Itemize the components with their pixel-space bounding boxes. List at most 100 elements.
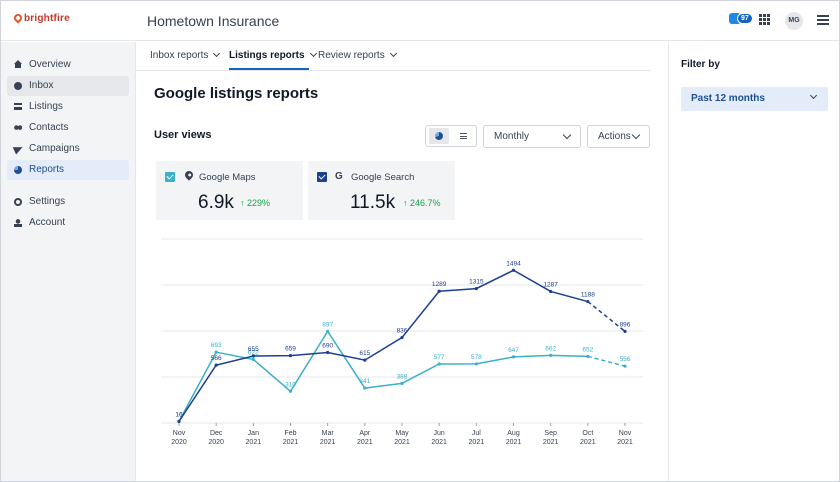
- data-point: [623, 329, 627, 334]
- sidebar-item-label: Reports: [29, 164, 65, 175]
- x-tick-label: 2021: [617, 439, 633, 446]
- x-tick-label: 2021: [246, 439, 262, 446]
- data-label: 622: [248, 349, 259, 356]
- metric-card-google-maps: Google Maps 6.9k ↑ 229%: [156, 161, 303, 220]
- list-view-button[interactable]: [454, 128, 474, 144]
- notifications-button[interactable]: 97: [729, 13, 753, 27]
- user-icon: [14, 219, 22, 227]
- series-line: [178, 329, 588, 422]
- hamburger-menu-icon[interactable]: [817, 15, 829, 25]
- page-title: Google listings reports: [154, 85, 319, 102]
- chevron-down-icon: [562, 130, 572, 140]
- sidebar-item-contacts[interactable]: Contacts: [7, 118, 129, 138]
- data-label: 566: [211, 355, 222, 362]
- x-tick-label: Nov: [173, 430, 186, 437]
- actions-label: Actions: [598, 131, 631, 142]
- tab-label: Inbox reports: [150, 50, 209, 61]
- tab-listings-reports[interactable]: Listings reports: [229, 49, 317, 61]
- chart-view-button[interactable]: [429, 128, 449, 144]
- x-tick-label: Jan: [248, 430, 259, 437]
- x-tick-label: Sep: [544, 430, 557, 437]
- data-point: [586, 354, 590, 358]
- data-point: [251, 354, 255, 358]
- sidebar-item-label: Listings: [29, 101, 63, 112]
- chevron-down-icon: [389, 49, 397, 58]
- data-point: [363, 386, 367, 390]
- data-label: 341: [359, 378, 370, 385]
- avatar[interactable]: MG: [785, 12, 803, 30]
- data-point: [400, 335, 404, 340]
- data-label: 693: [211, 342, 222, 349]
- chevron-down-icon: [309, 49, 317, 58]
- sidebar-item-inbox[interactable]: Inbox: [7, 76, 129, 96]
- data-point: [549, 353, 553, 357]
- sidebar: Overview Inbox Listings Contacts Campaig…: [1, 42, 136, 481]
- x-tick-label: 2021: [394, 439, 410, 446]
- date-range-value: Past 12 months: [691, 93, 765, 104]
- data-point: [326, 329, 330, 333]
- actions-button[interactable]: Actions: [587, 125, 650, 148]
- x-tick-label: 2021: [283, 439, 299, 446]
- data-point: [437, 362, 441, 366]
- chevron-down-icon: [631, 130, 641, 140]
- data-label: 662: [545, 345, 556, 352]
- sidebar-item-account[interactable]: Account: [7, 213, 129, 233]
- brand-logo[interactable]: brightfire: [12, 12, 70, 24]
- sidebar-item-label: Settings: [29, 196, 66, 207]
- x-tick-label: 2021: [357, 439, 373, 446]
- metric-name: Google Search: [351, 172, 415, 183]
- map-pin-icon: [183, 169, 195, 181]
- people-icon: [14, 124, 22, 132]
- period-select[interactable]: Monthly: [483, 125, 581, 148]
- tab-label: Listings reports: [229, 50, 305, 61]
- sidebar-item-campaigns[interactable]: Campaigns: [7, 139, 129, 159]
- x-tick-label: 2021: [580, 439, 596, 446]
- x-tick-label: Mar: [322, 430, 335, 437]
- active-tab-indicator: [229, 68, 309, 70]
- metric-name: Google Maps: [199, 172, 256, 183]
- data-point: [586, 299, 590, 304]
- sidebar-item-settings[interactable]: Settings: [7, 192, 129, 212]
- app-title: Hometown Insurance: [147, 13, 280, 29]
- sidebar-item-listings[interactable]: Listings: [7, 97, 129, 117]
- data-point: [474, 362, 478, 366]
- notification-count-badge: 97: [737, 13, 753, 24]
- data-label: 577: [434, 354, 445, 361]
- series-line: [178, 269, 589, 422]
- date-range-select[interactable]: Past 12 months: [681, 87, 828, 111]
- tab-inbox-reports[interactable]: Inbox reports: [150, 49, 221, 61]
- x-tick-label: 2021: [506, 439, 522, 446]
- user-views-line-chart: Nov 2020 Dec 2020 Jan 2021 Feb 2021 Mar 2021 Apr 20…: [161, 238, 643, 446]
- data-label: 836: [397, 328, 408, 335]
- sidebar-item-label: Campaigns: [29, 143, 80, 154]
- data-label: 388: [397, 373, 408, 380]
- data-label: 1315: [469, 279, 484, 286]
- metric-delta: ↑ 246.7%: [403, 198, 441, 208]
- series-checkbox[interactable]: [165, 172, 175, 182]
- data-label: 578: [471, 354, 482, 361]
- google-g-icon: G: [335, 171, 343, 182]
- home-icon: [14, 60, 22, 68]
- chevron-down-icon: [213, 49, 221, 58]
- sidebar-item-label: Account: [29, 217, 66, 228]
- x-tick-label: 2021: [469, 439, 485, 446]
- chat-bubble-icon: [729, 13, 741, 24]
- data-label: 655: [248, 346, 259, 353]
- data-point: [177, 419, 181, 423]
- list-icon: [460, 133, 467, 139]
- data-label: 1188: [581, 292, 595, 299]
- data-point: [511, 268, 516, 272]
- chevron-down-icon: [809, 91, 818, 100]
- x-tick-label: 2021: [320, 439, 336, 446]
- x-tick-label: Dec: [210, 430, 223, 437]
- x-tick-label: Jun: [434, 430, 445, 437]
- sidebar-item-overview[interactable]: Overview: [7, 55, 129, 75]
- series-checkbox[interactable]: [317, 172, 327, 182]
- apps-grid-icon[interactable]: [759, 14, 770, 25]
- tab-review-reports[interactable]: Review reports: [318, 49, 397, 61]
- data-label: 615: [359, 350, 370, 357]
- sidebar-item-reports[interactable]: Reports: [7, 160, 129, 180]
- sidebar-item-label: Overview: [29, 59, 71, 70]
- sidebar-item-label: Inbox: [29, 80, 54, 91]
